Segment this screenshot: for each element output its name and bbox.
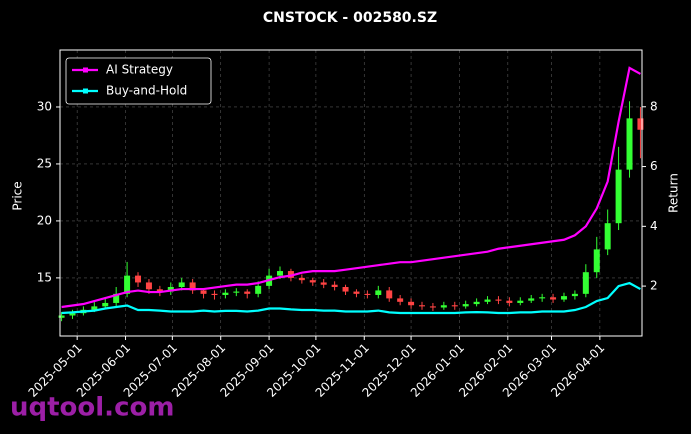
candle-body <box>331 284 338 288</box>
candle-body <box>91 306 98 310</box>
legend-label: AI Strategy <box>106 63 173 77</box>
candle-body <box>550 297 557 300</box>
candle-body <box>233 291 240 293</box>
y-tick-label: 15 <box>37 270 52 284</box>
candle-body <box>156 289 163 292</box>
candle-body <box>309 280 316 283</box>
candle-body <box>58 315 65 318</box>
candle-body <box>320 282 327 285</box>
candle-body <box>560 296 567 300</box>
candle-body <box>135 275 142 283</box>
candle-body <box>386 290 393 299</box>
candle-body <box>244 291 251 294</box>
candle-body <box>539 297 546 299</box>
y2-axis-label: Return <box>667 173 681 213</box>
plot-frame <box>59 49 643 337</box>
candle-body <box>211 293 218 295</box>
candle-body <box>528 298 535 301</box>
candle-body <box>604 223 611 250</box>
candle-body <box>440 305 447 308</box>
candle-body <box>375 290 382 295</box>
y2-tick-label: 6 <box>650 159 658 173</box>
candle-body <box>626 118 633 170</box>
candle-body <box>145 282 152 290</box>
candle-body <box>298 277 305 281</box>
candle-body <box>462 304 469 307</box>
candle-body <box>167 287 174 292</box>
candle-body <box>178 282 185 288</box>
legend-label: Buy-and-Hold <box>106 84 187 98</box>
candle-body <box>277 271 284 276</box>
candle-body <box>200 290 207 294</box>
candle-body <box>397 298 404 302</box>
candle-body <box>102 302 109 307</box>
y-tick-label: 20 <box>37 213 52 227</box>
watermark: uqtool.com <box>10 393 174 423</box>
candle-body <box>124 275 131 294</box>
series-line <box>61 281 641 315</box>
candle-body <box>506 300 513 303</box>
candle-body <box>571 293 578 297</box>
legend-marker <box>83 88 88 94</box>
candle-body <box>637 118 644 130</box>
candle-body <box>484 299 491 302</box>
y2-tick-label: 4 <box>650 219 658 233</box>
candle-body <box>364 293 371 295</box>
candle-body <box>222 292 229 295</box>
legend-box <box>65 57 212 105</box>
candle-body <box>342 287 349 292</box>
legend-marker <box>83 67 88 73</box>
candle-body <box>429 306 436 308</box>
candle-body <box>69 313 76 316</box>
y2-tick-label: 8 <box>650 99 658 113</box>
candle-body <box>451 305 458 307</box>
series-line <box>61 66 641 309</box>
y-tick-label: 25 <box>37 156 52 170</box>
y2-tick-label: 2 <box>650 279 658 293</box>
candle-body <box>189 282 196 291</box>
candle-body <box>255 285 262 294</box>
candle-body <box>353 291 360 294</box>
candle-body <box>473 301 480 305</box>
candle-body <box>517 300 524 303</box>
candle-body <box>418 305 425 307</box>
candle-body <box>593 249 600 273</box>
candle-body <box>287 271 294 278</box>
candle-body <box>495 299 502 301</box>
candle-body <box>113 293 120 303</box>
candle-body <box>408 301 415 306</box>
chart-title: CNSTOCK - 002580.SZ <box>263 10 437 26</box>
candle-body <box>615 169 622 224</box>
y-tick-label: 30 <box>37 99 52 113</box>
y-axis-label: Price <box>11 181 25 210</box>
candle-body <box>582 272 589 294</box>
